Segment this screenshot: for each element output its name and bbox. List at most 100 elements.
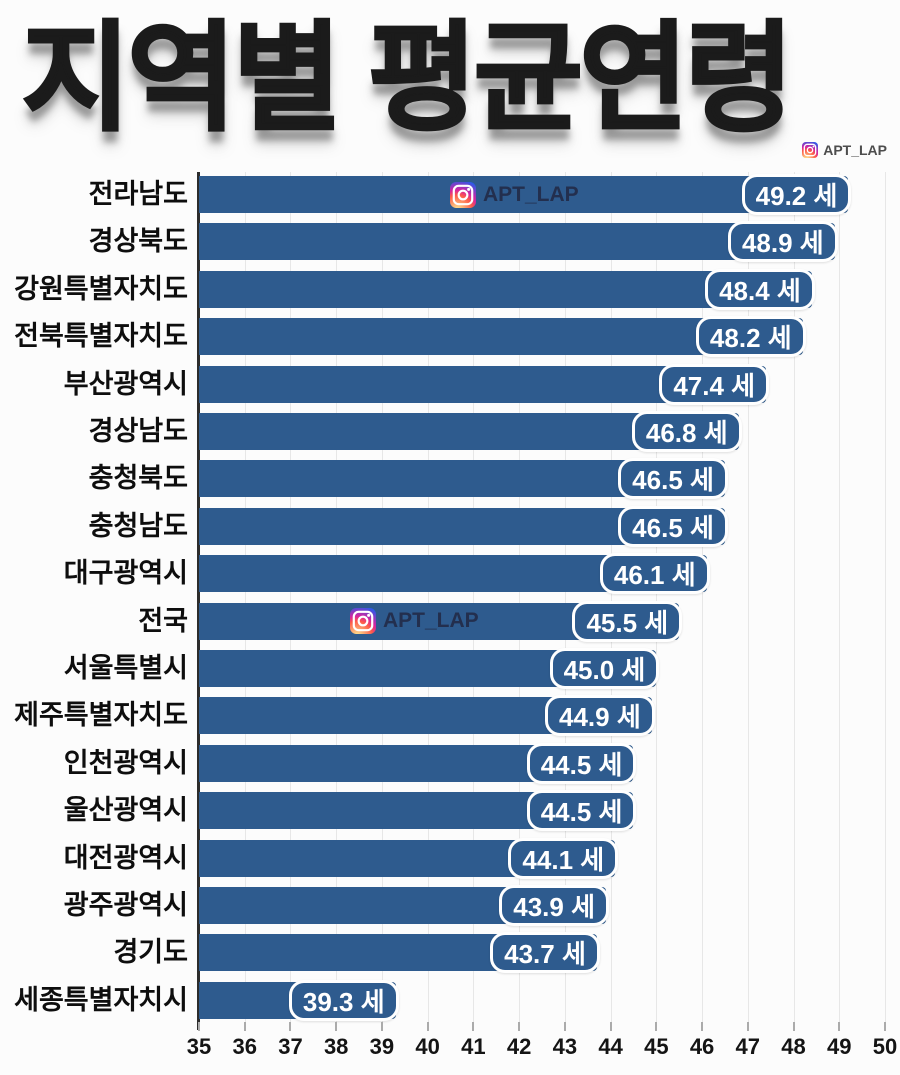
instagram-icon bbox=[450, 181, 476, 208]
value-badge: 48.2 세 bbox=[695, 316, 806, 358]
value-badge: 43.7 세 bbox=[490, 932, 600, 974]
gridline bbox=[381, 172, 383, 1022]
x-axis-tick bbox=[655, 1022, 658, 1031]
value-badge: 44.5 세 bbox=[526, 742, 637, 784]
gridline bbox=[793, 172, 795, 1022]
gridline bbox=[885, 172, 886, 1022]
x-axis-tick bbox=[243, 1022, 246, 1031]
category-label: 경기도 bbox=[113, 937, 188, 968]
bar: 44.5 세 bbox=[199, 742, 637, 784]
bar: 44.1 세 bbox=[199, 837, 619, 879]
inline-watermark: APT_LAP bbox=[450, 176, 579, 213]
x-tick-label: 49 bbox=[827, 1034, 852, 1059]
category-label: 경상북도 bbox=[88, 226, 188, 257]
x-tick-label: 36 bbox=[232, 1034, 257, 1059]
bar-row: 전라남도 49.2 세 bbox=[89, 174, 886, 215]
category-label: 대전광역시 bbox=[63, 842, 188, 873]
value-badge: 46.1 세 bbox=[599, 553, 710, 595]
bar: 48.4 세 bbox=[199, 268, 815, 310]
watermark-handle: APT_LAP bbox=[483, 182, 579, 206]
x-tick-label: 41 bbox=[461, 1034, 486, 1059]
x-tick-label: 42 bbox=[506, 1034, 532, 1059]
category-label: 강원특별자치도 bbox=[14, 273, 188, 304]
bar: 43.9 세 bbox=[199, 885, 610, 926]
watermark-handle: APT_LAP bbox=[383, 609, 479, 633]
gridline bbox=[839, 172, 841, 1022]
x-axis-tick bbox=[198, 1022, 200, 1031]
bar-row: 울산광역시 44.5 세 bbox=[64, 790, 886, 832]
bar: 45.0 세 bbox=[199, 648, 660, 689]
bar: 46.8 세 bbox=[199, 411, 742, 452]
bar: 48.2 세 bbox=[199, 316, 806, 358]
value-badge: 46.8 세 bbox=[631, 411, 742, 452]
bar-row: 서울특별시 45.0 세 bbox=[64, 648, 886, 689]
x-axis-tick bbox=[335, 1022, 338, 1031]
value-badge: 47.4 세 bbox=[659, 363, 770, 405]
category-label: 대구광역시 bbox=[63, 558, 188, 589]
category-label: 서울특별시 bbox=[63, 653, 188, 683]
category-label: 울산광역시 bbox=[63, 795, 188, 826]
x-axis-tick bbox=[792, 1022, 795, 1031]
x-tick-label: 46 bbox=[689, 1034, 715, 1059]
x-tick-label: 48 bbox=[781, 1034, 806, 1059]
x-tick-label: 43 bbox=[552, 1034, 578, 1059]
x-tick-label: 40 bbox=[415, 1034, 440, 1059]
bar-row: 전북특별자치도 48.2 세 bbox=[14, 316, 886, 358]
bar-row: 대전광역시 44.1 세 bbox=[64, 837, 886, 879]
x-tick-label: 38 bbox=[323, 1034, 349, 1059]
gridline bbox=[702, 172, 704, 1022]
x-axis-tick bbox=[563, 1022, 566, 1031]
value-badge: 49.2 세 bbox=[741, 174, 852, 215]
value-badge: 48.9 세 bbox=[727, 221, 838, 263]
category-label: 충청남도 bbox=[88, 510, 188, 541]
value-badge: 44.9 세 bbox=[545, 695, 655, 737]
x-axis-tick bbox=[380, 1022, 383, 1031]
category-label: 광주광역시 bbox=[63, 890, 188, 920]
bar-row: 강원특별자치도 48.4 세 bbox=[14, 268, 886, 310]
x-tick-label: 50 bbox=[872, 1034, 898, 1059]
category-label: 충청북도 bbox=[88, 463, 188, 494]
value-badge: 44.5 세 bbox=[526, 790, 637, 832]
bar-row: 경상남도 46.8 세 bbox=[89, 411, 886, 452]
bar-row: 경상북도 48.9 세 bbox=[89, 221, 886, 263]
watermark-handle: APT_LAP bbox=[823, 142, 887, 158]
gridline bbox=[473, 172, 475, 1022]
bar-row: 부산광역시 47.4 세 bbox=[64, 363, 886, 405]
bar: 44.5 세 bbox=[199, 790, 637, 832]
category-label: 세종특별자치시 bbox=[14, 984, 188, 1015]
category-label: 인천광역시 bbox=[63, 747, 188, 778]
bar: 48.9 세 bbox=[199, 221, 838, 263]
x-axis-tick bbox=[701, 1022, 704, 1031]
category-label: 제주특별자치도 bbox=[14, 700, 188, 731]
bar-row: 충청북도 46.5 세 bbox=[89, 458, 886, 500]
category-label: 전북특별자치도 bbox=[14, 321, 188, 352]
bar-row: 광주광역시 43.9 세 bbox=[64, 885, 886, 926]
x-tick-label: 45 bbox=[644, 1034, 669, 1059]
x-axis-tick bbox=[289, 1022, 292, 1031]
x-axis-tick bbox=[838, 1022, 841, 1031]
category-label: 전라남도 bbox=[88, 179, 188, 209]
bar: 46.1 세 bbox=[199, 553, 710, 595]
x-axis-tick bbox=[518, 1022, 521, 1031]
bar: 43.7 세 bbox=[199, 932, 600, 974]
bar: 47.4 세 bbox=[199, 363, 770, 405]
instagram-icon bbox=[802, 142, 819, 158]
value-badge: 45.5 세 bbox=[572, 600, 683, 642]
x-axis-tick bbox=[426, 1022, 429, 1031]
value-badge: 46.5 세 bbox=[618, 505, 728, 547]
bar-row: 세종특별자치시 39.3 세 bbox=[14, 979, 886, 1021]
bar-row: 전국 45.5 세 bbox=[138, 600, 886, 642]
x-tick-label: 44 bbox=[598, 1034, 623, 1059]
gridline bbox=[656, 172, 658, 1022]
bar: 45.5 세 bbox=[199, 600, 683, 642]
value-badge: 39.3 세 bbox=[288, 979, 399, 1021]
x-axis-tick bbox=[472, 1022, 475, 1031]
category-label: 부산광역시 bbox=[63, 368, 188, 399]
value-badge: 43.9 세 bbox=[499, 885, 610, 926]
category-label: 전국 bbox=[138, 605, 188, 636]
bar: 39.3 세 bbox=[199, 979, 399, 1021]
x-tick-label: 47 bbox=[735, 1034, 761, 1059]
top-right-watermark: APT_LAP bbox=[802, 142, 887, 158]
